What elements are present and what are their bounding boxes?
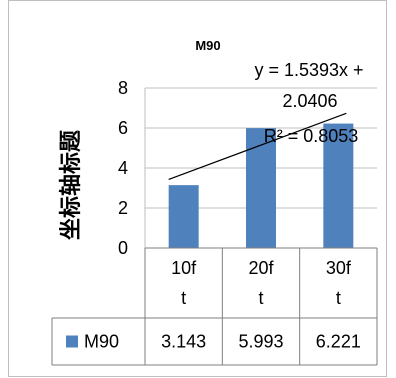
trendline-equation-line-2: 2.0406 [282, 91, 337, 111]
x-category-label: t [336, 288, 341, 308]
bar [323, 123, 354, 248]
chart-title: M90 [195, 38, 220, 53]
x-category-label: t [258, 288, 263, 308]
trendline-r-squared: R² = 0.8053 [264, 126, 359, 146]
data-table-value: 5.993 [238, 332, 283, 352]
bars [168, 123, 354, 248]
trendline-equation-line-1: y = 1.5393x + [254, 60, 363, 80]
y-tick-label: 4 [118, 158, 128, 178]
legend-series-name: M90 [84, 332, 119, 352]
trendline-layer [168, 112, 347, 181]
y-tick-label: 8 [118, 78, 128, 98]
data-table-value: 6.221 [316, 332, 361, 352]
x-category-label: 10f [171, 258, 197, 278]
y-tick-label: 6 [118, 118, 128, 138]
data-table: 10f t 20f t 30f t M90 3.143 5.993 6.221 [51, 247, 378, 366]
y-tick-labels: 0 2 4 6 8 [118, 78, 128, 258]
bar [246, 128, 276, 248]
data-table-value: 3.143 [161, 332, 206, 352]
y-tick-label: 0 [118, 238, 128, 258]
x-category-label: 30f [326, 258, 352, 278]
trendline [168, 112, 347, 181]
x-category-label: 20f [248, 258, 274, 278]
legend-swatch [66, 335, 78, 348]
y-axis-title: 坐标轴标题 [58, 129, 83, 240]
y-tick-label: 2 [118, 198, 128, 218]
bar [168, 185, 199, 248]
x-category-label: t [181, 288, 186, 308]
